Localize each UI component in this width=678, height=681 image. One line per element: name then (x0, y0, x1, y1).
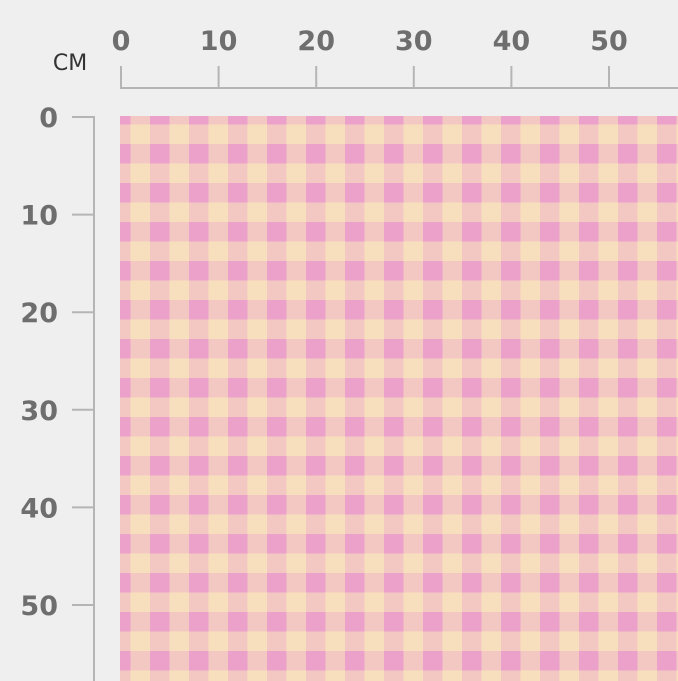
x-ruler-label: 20 (297, 26, 335, 57)
y-ruler-label: 30 (20, 396, 58, 427)
x-ruler-label: 10 (200, 26, 238, 57)
x-ruler-label: 40 (493, 26, 531, 57)
y-ruler-label: 50 (20, 591, 58, 622)
y-ruler-label: 0 (39, 103, 58, 134)
unit-label: CM (53, 51, 87, 76)
y-ruler-label: 40 (20, 493, 58, 524)
y-ruler-label: 10 (20, 201, 58, 232)
x-ruler-label: 0 (112, 26, 131, 57)
fabric-swatch (120, 116, 678, 681)
x-ruler-label: 30 (395, 26, 433, 57)
x-ruler-label: 50 (590, 26, 628, 57)
y-ruler-label: 20 (20, 298, 58, 329)
